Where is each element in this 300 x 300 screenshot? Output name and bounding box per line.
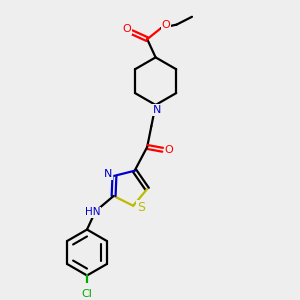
Text: N: N xyxy=(104,169,112,179)
Text: O: O xyxy=(122,24,131,34)
Text: S: S xyxy=(137,201,145,214)
Text: O: O xyxy=(164,145,173,155)
Text: N: N xyxy=(153,105,161,115)
Text: HN: HN xyxy=(85,208,101,218)
Text: O: O xyxy=(162,20,171,30)
Text: Cl: Cl xyxy=(82,289,92,299)
